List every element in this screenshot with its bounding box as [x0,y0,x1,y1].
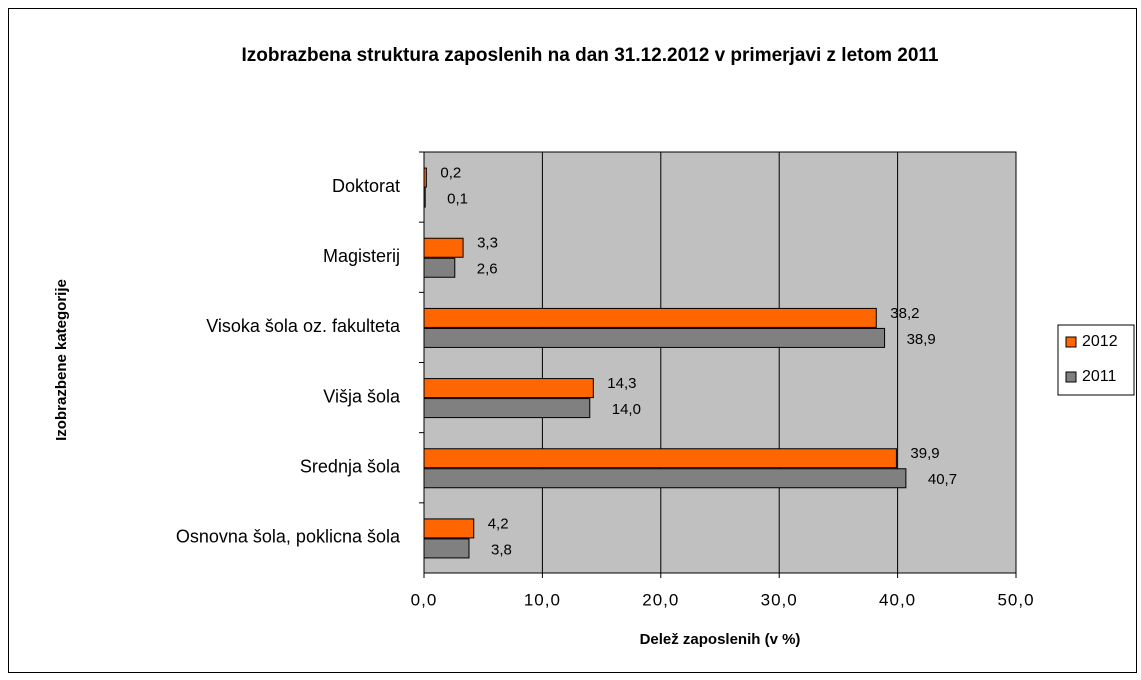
value-label: 38,9 [907,331,936,348]
x-axis-label: Delež zaposlenih (v %) [640,631,801,648]
bar [423,448,897,469]
bar [423,518,475,539]
value-label: 0,1 [447,191,468,208]
y-axis-label: Izobrazbene kategorije [53,279,70,441]
x-tick-label: 50,0 [997,590,1034,609]
plot-area [423,151,1017,574]
value-label: 40,7 [928,471,957,488]
value-label: 14,3 [607,375,636,392]
y-tick-label: Višja šola [323,386,401,406]
value-label: 4,2 [488,515,509,532]
bar [423,237,464,258]
x-tick-label: 10,0 [524,590,561,609]
y-tick-label: Srednja šola [300,457,401,477]
y-tick-label: Doktorat [332,176,400,196]
bar [423,327,886,348]
value-label: 0,2 [440,165,461,182]
bar [423,307,877,328]
value-label: 38,2 [890,305,919,322]
x-tick-label: 0,0 [411,590,438,609]
bar [423,167,427,188]
x-tick-label: 20,0 [642,590,679,609]
value-label: 14,0 [612,401,641,418]
legend-label: 2012 [1082,333,1118,350]
legend-label: 2011 [1082,368,1117,385]
chart-title: Izobrazbena struktura zaposlenih na dan … [241,45,939,66]
legend-swatch [1065,336,1077,348]
bar [423,257,456,278]
value-label: 3,8 [491,541,512,558]
legend-swatch [1065,371,1077,383]
y-tick-label: Osnovna šola, poklicna šola [176,527,401,547]
bar [423,538,470,559]
bar [423,398,591,419]
bar [423,187,426,208]
y-tick-label: Magisterij [323,246,400,266]
bar [423,378,594,399]
value-label: 39,9 [910,445,939,462]
x-tick-label: 30,0 [761,590,798,609]
x-tick-label: 40,0 [879,590,916,609]
y-tick-label: Visoka šola oz. fakulteta [206,316,401,336]
value-label: 3,3 [477,235,498,252]
bar [423,468,907,489]
value-label: 2,6 [477,261,498,278]
